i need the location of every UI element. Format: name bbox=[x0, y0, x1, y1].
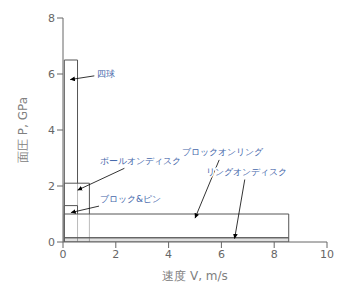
svg-text:速度 V, m/s: 速度 V, m/s bbox=[162, 269, 228, 283]
svg-text:リングオンディスク: リングオンディスク bbox=[206, 167, 287, 177]
svg-text:ブロックオンリング: ブロックオンリング bbox=[182, 147, 264, 157]
svg-text:0: 0 bbox=[60, 248, 67, 261]
svg-text:8: 8 bbox=[271, 248, 278, 261]
svg-text:0: 0 bbox=[48, 236, 55, 249]
svg-text:面圧 P, GPa: 面圧 P, GPa bbox=[16, 97, 30, 163]
svg-text:4: 4 bbox=[48, 124, 55, 137]
svg-text:2: 2 bbox=[112, 248, 119, 261]
svg-text:6: 6 bbox=[48, 68, 55, 81]
svg-text:四球: 四球 bbox=[97, 69, 115, 79]
svg-text:2: 2 bbox=[48, 180, 55, 193]
svg-text:6: 6 bbox=[218, 248, 225, 261]
svg-text:ブロック&ピン: ブロック&ピン bbox=[100, 194, 161, 204]
svg-text:ボールオンディスク: ボールオンディスク bbox=[100, 156, 181, 166]
svg-text:10: 10 bbox=[320, 248, 334, 261]
svg-text:8: 8 bbox=[48, 12, 55, 25]
svg-text:4: 4 bbox=[165, 248, 172, 261]
